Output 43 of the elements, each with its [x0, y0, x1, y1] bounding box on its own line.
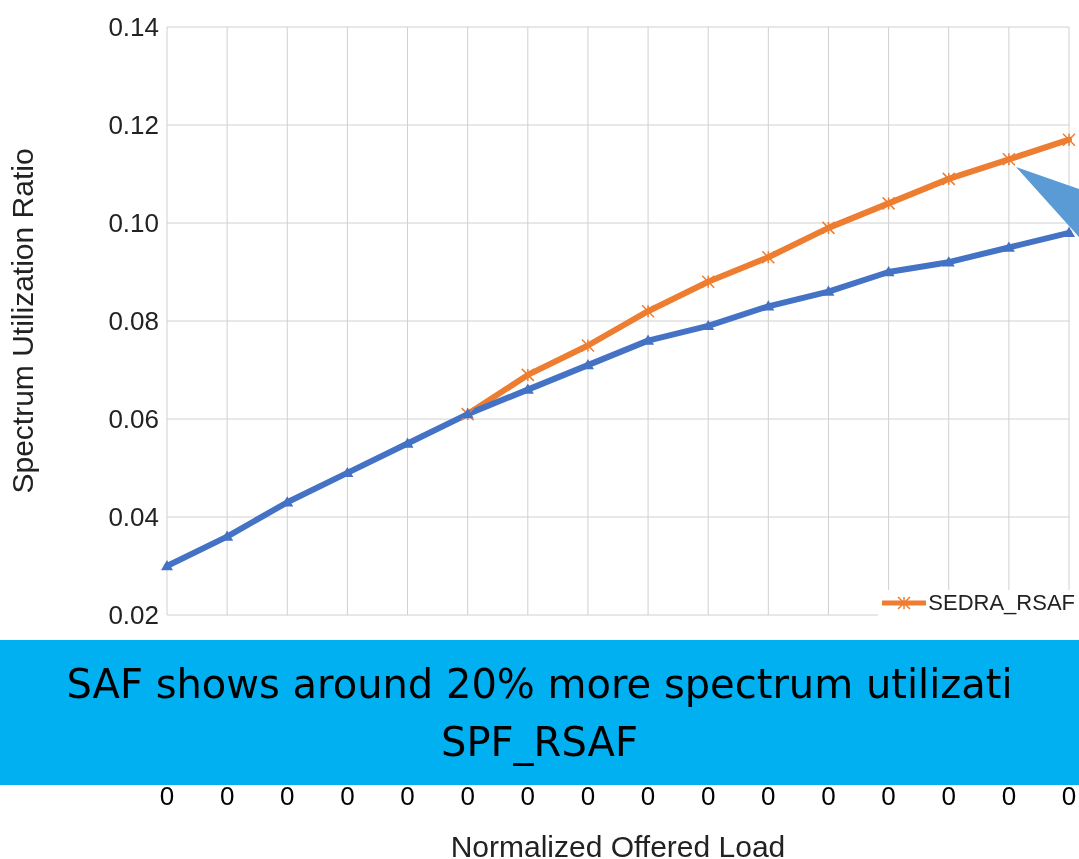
point: [581, 338, 595, 353]
x-tick-label: 0: [1001, 781, 1017, 811]
point: [881, 196, 896, 211]
point: [1002, 152, 1016, 167]
point: [941, 172, 956, 186]
point: [641, 304, 655, 318]
point: [521, 368, 535, 382]
point: [1002, 241, 1015, 252]
point: [882, 266, 895, 277]
point: [701, 275, 715, 289]
x-tick-label: 0: [400, 781, 415, 811]
x-tick-label: 0: [460, 781, 475, 811]
x-tick-label: 0: [761, 781, 776, 811]
x-tick-label: 0: [159, 781, 175, 811]
y-tick-label: 0.02: [108, 600, 159, 631]
y-tick-label: 0.14: [108, 12, 159, 43]
x-tick-label: 0: [580, 781, 596, 811]
point: [1062, 132, 1076, 147]
x-tick-label: 0: [219, 781, 235, 811]
text: SPF_RSAF: [441, 717, 638, 768]
y-tick-label: 0.08: [108, 306, 159, 337]
y-tick-label: 0.10: [108, 208, 159, 239]
x-tick-label: 0: [280, 781, 295, 811]
point: [761, 250, 776, 265]
x-tick-label: 0: [640, 781, 656, 811]
x-tick-label: 0: [941, 781, 956, 811]
x-tick-label: 0: [821, 781, 836, 811]
y-axis-title: Spectrum Utilization Ratio: [5, 148, 39, 494]
text: SAF shows around 20% more spectrum utilizati: [66, 659, 1013, 709]
point: [821, 221, 836, 235]
y-tick-label: 0.06: [108, 404, 159, 435]
point: [942, 256, 955, 267]
x-tick-label: 0: [1061, 781, 1077, 811]
point: [161, 560, 173, 571]
y-tick-label: 0.12: [108, 110, 159, 141]
y-tick-label: 0.04: [108, 502, 159, 533]
x-tick-label: 0: [700, 781, 716, 811]
legend-label: SEDRA_RSAF: [927, 590, 1075, 616]
point: [822, 285, 835, 296]
x-tick-label: 0: [881, 781, 896, 811]
x-tick-label: 0: [520, 781, 536, 811]
x-axis-title: Normalized Offered Load: [450, 830, 786, 859]
x-tick-label: 0: [340, 781, 355, 811]
